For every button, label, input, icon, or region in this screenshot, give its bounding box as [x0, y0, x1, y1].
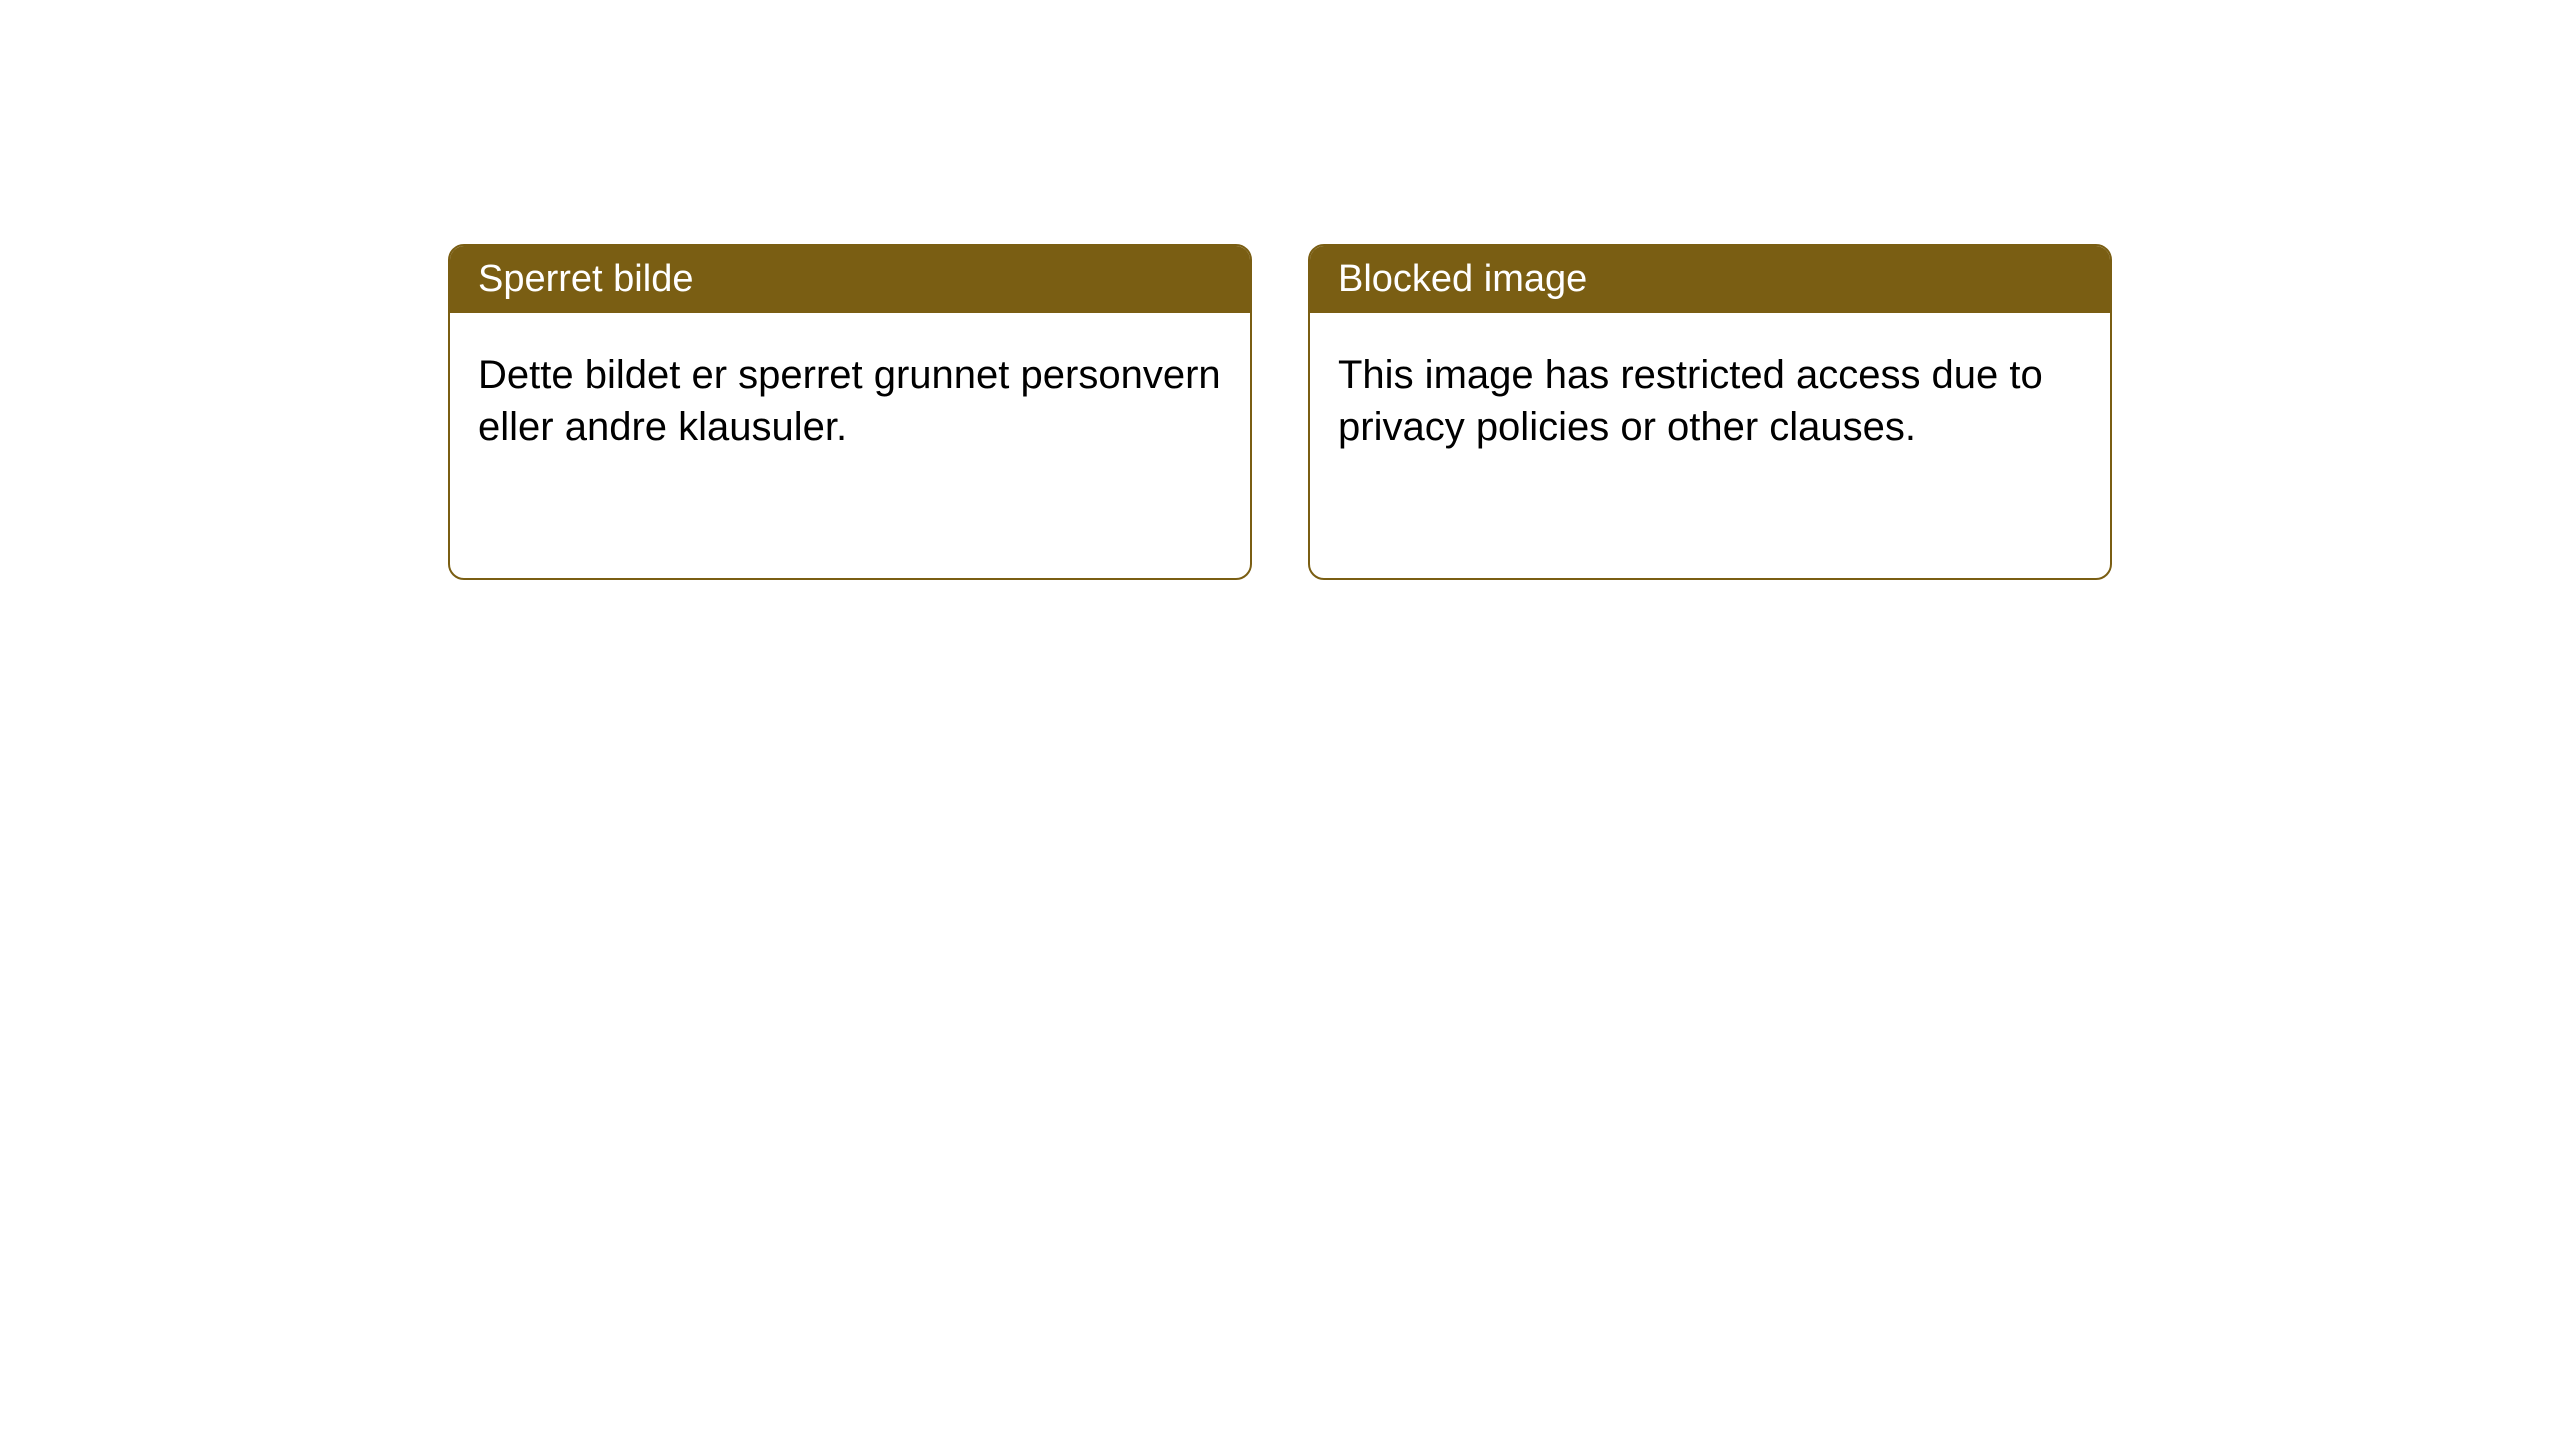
- blocked-image-card-norwegian: Sperret bilde Dette bildet er sperret gr…: [448, 244, 1252, 580]
- blocked-image-cards: Sperret bilde Dette bildet er sperret gr…: [448, 244, 2112, 580]
- card-title: Sperret bilde: [478, 258, 693, 300]
- card-body-text: Dette bildet er sperret grunnet personve…: [478, 353, 1221, 449]
- card-body-norwegian: Dette bildet er sperret grunnet personve…: [450, 313, 1250, 489]
- card-header-norwegian: Sperret bilde: [450, 246, 1250, 313]
- card-header-english: Blocked image: [1310, 246, 2110, 313]
- card-body-text: This image has restricted access due to …: [1338, 353, 2043, 449]
- blocked-image-card-english: Blocked image This image has restricted …: [1308, 244, 2112, 580]
- card-title: Blocked image: [1338, 258, 1587, 300]
- card-body-english: This image has restricted access due to …: [1310, 313, 2110, 489]
